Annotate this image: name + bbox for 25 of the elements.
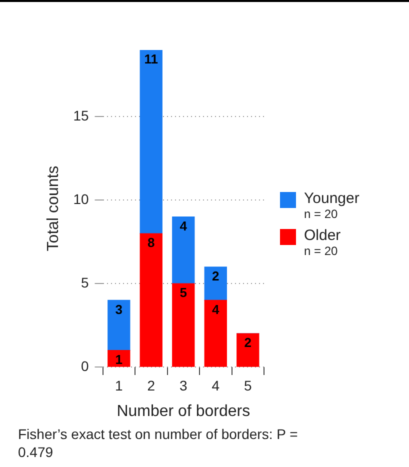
- text: Fisher’s exact test on number of borders: P = 0.479: [18, 425, 299, 461]
- x-axis-title: Number of borders: [116, 402, 250, 420]
- legend-label: Older: [304, 227, 341, 244]
- legend-label: Younger: [304, 190, 360, 207]
- y-tick-label: 10: [73, 191, 89, 208]
- y-tick-label: 5: [80, 274, 89, 290]
- x-tick-label: 5: [244, 377, 252, 394]
- data-label: 5: [180, 285, 188, 300]
- data-label: 11: [144, 52, 158, 67]
- y-tick-label: 15: [73, 108, 89, 124]
- x-tick-label: 2: [147, 377, 156, 394]
- text: n = 20: [304, 207, 339, 221]
- x-tick-label: 4: [212, 377, 220, 394]
- data-label: 1: [115, 352, 123, 367]
- y-axis-title: Total counts: [45, 166, 62, 252]
- x-tick-label: 1: [114, 377, 123, 394]
- data-label: 2: [212, 268, 220, 284]
- data-label: 8: [148, 235, 155, 250]
- text: n = 20: [304, 244, 339, 258]
- data-label: 2: [244, 335, 252, 350]
- data-label: 4: [212, 302, 220, 317]
- data-label: 4: [180, 218, 188, 234]
- data-label: 3: [115, 302, 123, 317]
- x-tick-label: 3: [179, 377, 188, 394]
- y-tick-label: 0: [80, 358, 89, 374]
